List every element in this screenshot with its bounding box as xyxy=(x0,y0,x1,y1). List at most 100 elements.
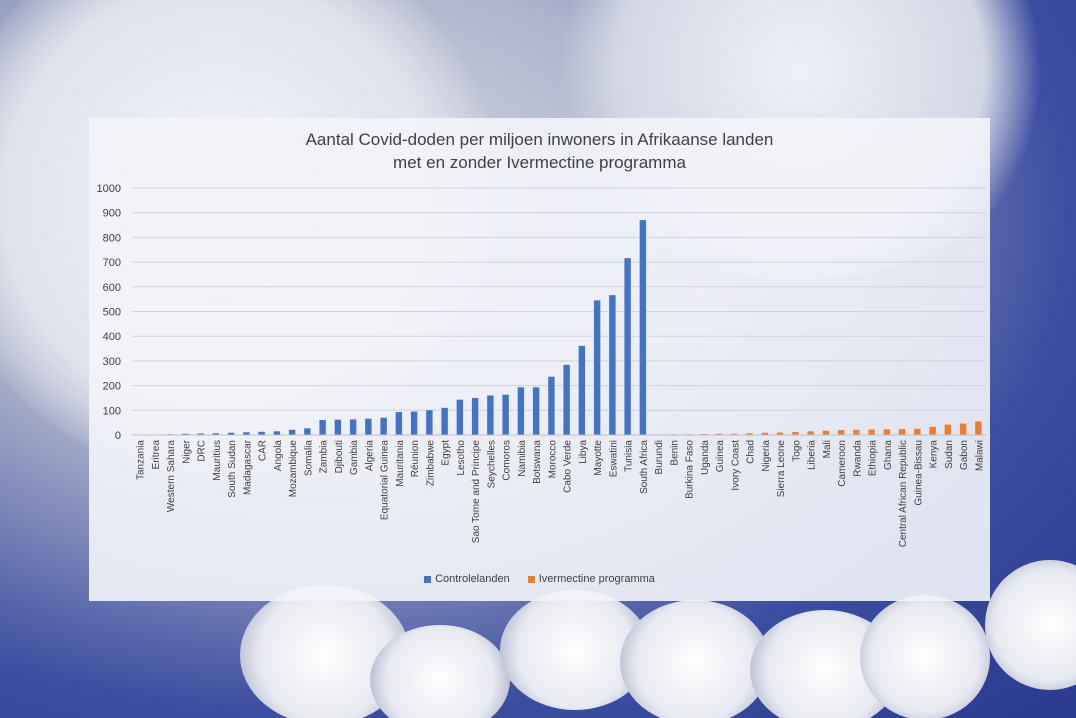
x-tick-label: Botswana xyxy=(532,440,543,484)
x-tick-label: Ivory Coast xyxy=(730,440,741,491)
bar xyxy=(807,431,814,435)
bar xyxy=(853,429,860,435)
y-tick-label: 900 xyxy=(103,208,121,220)
bar xyxy=(776,432,784,435)
pill-shape xyxy=(860,595,990,718)
x-tick-label: CAR xyxy=(258,440,269,461)
bar xyxy=(380,417,387,435)
x-tick-label: Rwanda xyxy=(852,440,863,477)
y-tick-label: 1000 xyxy=(97,183,121,195)
y-tick-label: 500 xyxy=(103,307,121,319)
x-tick-label: Mali xyxy=(822,440,833,458)
x-tick-label: Uganda xyxy=(700,440,711,475)
bar xyxy=(532,387,540,435)
x-tick-label: Western Sahara xyxy=(166,440,177,513)
bar xyxy=(410,411,418,435)
x-tick-label: Benin xyxy=(669,440,680,466)
bar xyxy=(426,410,433,435)
x-tick-label: Morocco xyxy=(547,440,558,479)
x-axis-labels: Tanzania Eritrea Western Sahara Niger DRC Mau… xyxy=(136,439,986,547)
legend-label-ivermectine: Ivermectine programma xyxy=(538,573,655,585)
x-tick-label: Djibouti xyxy=(334,440,345,473)
x-tick-label: Madagascar xyxy=(242,439,253,495)
bar xyxy=(182,433,189,435)
x-tick-label: Cabo Verde xyxy=(563,440,574,493)
x-tick-label: Comoros xyxy=(502,440,513,481)
x-tick-label: Angola xyxy=(273,440,284,472)
bar xyxy=(502,394,509,435)
x-tick-label: Egypt xyxy=(441,440,452,466)
bar xyxy=(227,432,235,435)
x-tick-label: Réunion xyxy=(410,440,421,477)
bar xyxy=(487,395,494,435)
bar xyxy=(761,432,769,435)
bar xyxy=(548,376,555,435)
bar xyxy=(319,419,326,435)
x-tick-label: Mozambique xyxy=(288,440,299,498)
x-tick-label: Mauritius xyxy=(212,440,223,481)
bar xyxy=(944,424,952,435)
bar xyxy=(609,295,616,435)
y-tick-label: 600 xyxy=(103,282,121,294)
x-tick-label: Tanzania xyxy=(136,440,147,480)
x-tick-label: Burundi xyxy=(654,440,665,474)
x-tick-label: Guinea xyxy=(715,440,726,473)
bar xyxy=(975,421,982,435)
bar xyxy=(593,300,601,435)
pill-shape xyxy=(985,560,1076,690)
bar xyxy=(715,433,723,435)
bar xyxy=(258,431,265,435)
bar xyxy=(929,426,936,435)
x-tick-label: Libya xyxy=(578,440,589,464)
y-tick-label: 100 xyxy=(103,405,121,417)
bar xyxy=(563,364,570,435)
x-tick-label: Gambia xyxy=(349,440,360,475)
x-tick-label: South Africa xyxy=(639,440,650,494)
bar xyxy=(624,258,631,435)
bar xyxy=(959,423,967,435)
bar xyxy=(273,431,281,435)
x-tick-label: Central African Republic xyxy=(898,440,909,547)
x-tick-label: Chad xyxy=(746,440,757,464)
chart-title: Aantal Covid-doden per miljoen inwoners … xyxy=(305,130,774,172)
legend-item-controlelanden: Controlelanden xyxy=(424,573,510,585)
x-tick-label: Liberia xyxy=(807,440,818,470)
chart-panel xyxy=(89,118,990,601)
x-tick-label: Ghana xyxy=(883,440,894,470)
bar-chart: 0 100 200 300 400 500 600 700 800 900 1000 Tanzani… xyxy=(97,183,986,547)
x-tick-label: Togo xyxy=(791,440,802,462)
y-tick-label: 200 xyxy=(103,381,121,393)
x-tick-label: Namibia xyxy=(517,440,528,477)
x-tick-label: Eritrea xyxy=(151,440,162,470)
legend-item-ivermectine: Ivermectine programma xyxy=(527,573,655,585)
x-tick-label: Niger xyxy=(181,439,192,464)
y-tick-label: 700 xyxy=(103,257,121,269)
x-tick-label: Sierra Leone xyxy=(776,440,787,498)
bar xyxy=(578,345,586,435)
legend-label-controlelanden: Controlelanden xyxy=(435,573,510,585)
x-tick-label: Mayotte xyxy=(593,440,604,476)
x-tick-label: Cameroon xyxy=(837,440,848,487)
x-tick-label: Ethiopia xyxy=(868,440,879,477)
y-axis-ticks: 0 100 200 300 400 500 600 700 800 900 1000 xyxy=(97,183,121,442)
bar xyxy=(914,428,921,435)
bar xyxy=(792,432,799,435)
bar xyxy=(212,433,220,435)
bar xyxy=(837,430,845,435)
x-tick-label: Algeria xyxy=(364,440,375,472)
bar xyxy=(334,419,342,435)
x-tick-label: Guinea-Bissau xyxy=(913,440,924,506)
bar xyxy=(883,429,891,435)
x-tick-label: Zambia xyxy=(319,440,330,474)
bar xyxy=(822,430,830,435)
y-tick-label: 0 xyxy=(115,430,121,442)
bar xyxy=(746,433,753,435)
x-tick-label: Sudan xyxy=(944,440,955,469)
legend: Controlelanden Ivermectine programma xyxy=(89,573,990,585)
x-tick-label: Nigeria xyxy=(761,440,772,472)
bar xyxy=(365,418,372,435)
bar xyxy=(441,407,448,435)
y-tick-label: 400 xyxy=(103,331,121,343)
bar xyxy=(197,433,204,435)
y-tick-label: 800 xyxy=(103,232,121,244)
